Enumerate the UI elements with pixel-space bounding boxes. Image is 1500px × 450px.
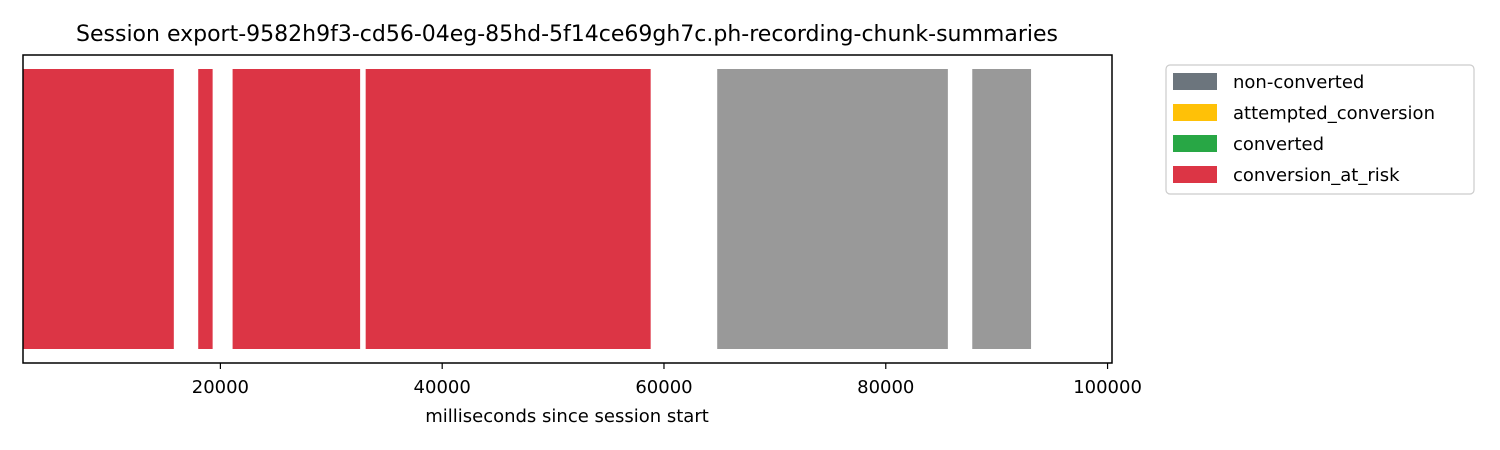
legend-box: [1165, 64, 1475, 195]
timeline-segment-4: [717, 69, 948, 349]
legend-label-conversion_at_risk: conversion_at_risk: [1233, 165, 1400, 186]
x-tick-label: 40000: [414, 377, 471, 398]
legend-label-non-converted: non-converted: [1233, 72, 1364, 93]
timeline-segment-2: [232, 69, 361, 349]
legend: non-converted attempted_conversionconvert…: [1165, 64, 1475, 195]
timeline-segment-1: [198, 69, 213, 349]
x-axis-label: milliseconds since session start: [425, 406, 709, 427]
legend-swatch-non-converted: [1173, 73, 1217, 90]
x-tick-label: 60000: [635, 377, 692, 398]
chart-title: Session export-9582h9f3-cd56-04eg-85hd-5…: [76, 22, 1058, 47]
legend-swatch-converted: [1173, 135, 1217, 152]
plot-frame: [22, 54, 1113, 364]
x-axis-ticks: 20000 40000 60000 80000 100000: [192, 363, 1142, 398]
x-tick-label: 100000: [1073, 377, 1142, 398]
legend-swatch-attempted_conversion: [1173, 104, 1217, 121]
legend-swatch-conversion_at_risk: [1173, 166, 1217, 183]
bars-layer: [23, 69, 1032, 349]
legend-label-converted: converted: [1233, 134, 1324, 155]
legend-items: non-converted attempted_conversionconvert…: [1173, 72, 1435, 186]
timeline-segment-0: [23, 69, 174, 349]
timeline-segment-3: [365, 69, 651, 349]
timeline-segment-5: [972, 69, 1032, 349]
x-tick-label: 20000: [192, 377, 249, 398]
x-tick-label: 80000: [857, 377, 914, 398]
legend-label-attempted_conversion: attempted_conversion: [1233, 103, 1435, 124]
